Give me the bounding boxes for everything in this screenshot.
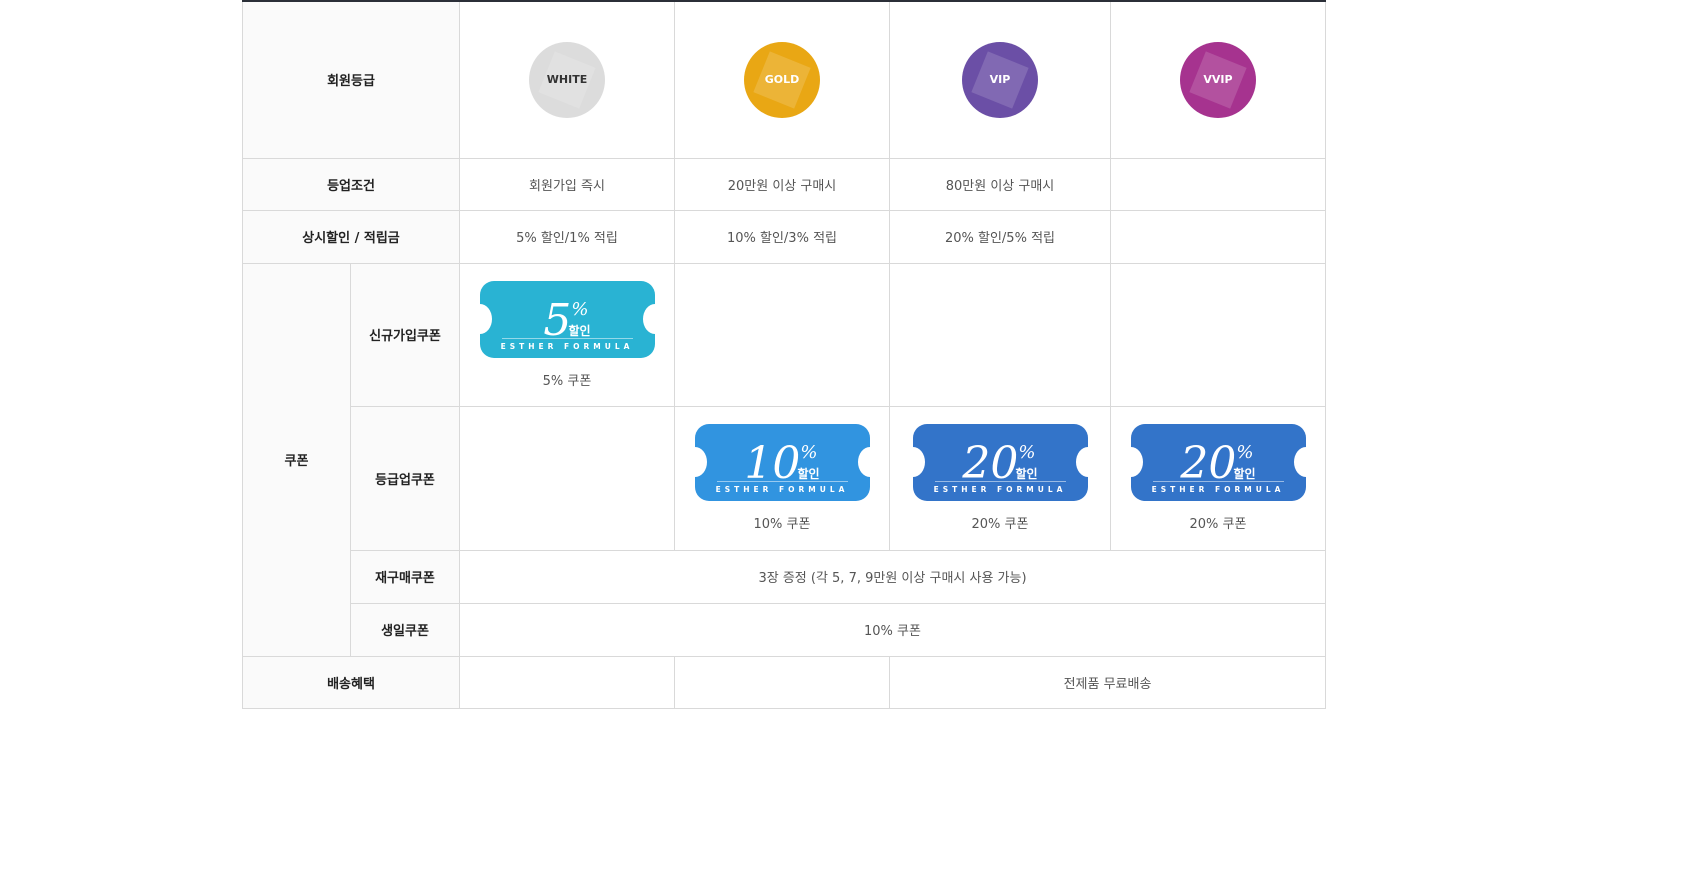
condition-label: 등업조건 <box>242 157 460 211</box>
discount-cell: 5% 할인/1% 적립 <box>459 209 675 264</box>
condition-cell: 20만원 이상 구매시 <box>674 157 890 211</box>
shipping-label: 배송혜택 <box>242 655 460 709</box>
membership-benefits-table: 회원등급 WHITE GOLD VIP VVIP 등업조건 회원가입 즉시 20… <box>242 0 1326 709</box>
signup-coupon-row: 쿠폰 신규가입쿠폰 5%할인 ESTHER FORMULA 5% 쿠폰 <box>242 262 1326 657</box>
grade-row: 회원등급 WHITE GOLD VIP VVIP <box>242 0 1326 159</box>
condition-cell: 회원가입 즉시 <box>459 157 675 211</box>
vvip-grade-badge: VVIP <box>1180 41 1256 118</box>
discount-cell <box>1110 209 1326 264</box>
upgrade-coupon-label: 등급업쿠폰 <box>350 405 460 551</box>
grade-label: 회원등급 <box>242 0 460 159</box>
coupon-5-ticket: 5%할인 ESTHER FORMULA <box>467 280 667 358</box>
coupon-caption: 10% 쿠폰 <box>753 517 811 532</box>
coupon-caption: 20% 쿠폰 <box>1189 517 1247 532</box>
birthday-coupon-text: 10% 쿠폰 <box>459 602 1326 657</box>
coupon-20-ticket: 20%할인 ESTHER FORMULA <box>1118 424 1318 501</box>
birthday-coupon-row: 생일쿠폰 10% 쿠폰 <box>243 602 1326 657</box>
shipping-row: 배송혜택 전제품 무료배송 <box>242 655 1326 709</box>
coupon-20-ticket: 20%할인 ESTHER FORMULA <box>900 424 1100 501</box>
discount-label: 상시할인 / 적립금 <box>242 209 460 264</box>
repurchase-coupon-label: 재구매쿠폰 <box>350 549 460 604</box>
condition-row: 등업조건 회원가입 즉시 20만원 이상 구매시 80만원 이상 구매시 <box>242 157 1326 211</box>
white-grade-badge: WHITE <box>529 41 605 118</box>
upgrade-coupon-row: 등급업쿠폰 10%할인 ESTHER FORMULA 10% 쿠폰 20%할인 EST… <box>243 405 1326 551</box>
condition-cell: 80만원 이상 구매시 <box>889 157 1111 211</box>
discount-cell: 10% 할인/3% 적립 <box>674 209 890 264</box>
condition-cell <box>1110 157 1326 211</box>
shipping-text: 전제품 무료배송 <box>889 655 1326 709</box>
repurchase-coupon-text: 3장 증정 (각 5, 7, 9만원 이상 구매시 사용 가능) <box>459 549 1326 604</box>
coupon-caption: 5% 쿠폰 <box>542 373 592 389</box>
coupon-10-ticket: 10%할인 ESTHER FORMULA <box>682 424 882 501</box>
birthday-coupon-label: 생일쿠폰 <box>350 602 460 657</box>
discount-cell: 20% 할인/5% 적립 <box>889 209 1111 264</box>
coupon-caption: 20% 쿠폰 <box>971 517 1029 532</box>
vip-grade-badge: VIP <box>962 41 1038 118</box>
gold-grade-badge: GOLD <box>744 41 820 118</box>
signup-coupon-label: 신규가입쿠폰 <box>350 262 460 407</box>
discount-row: 상시할인 / 적립금 5% 할인/1% 적립 10% 할인/3% 적립 20% … <box>242 209 1326 264</box>
coupon-label: 쿠폰 <box>242 262 351 657</box>
repurchase-coupon-row: 재구매쿠폰 3장 증정 (각 5, 7, 9만원 이상 구매시 사용 가능) <box>243 549 1326 604</box>
